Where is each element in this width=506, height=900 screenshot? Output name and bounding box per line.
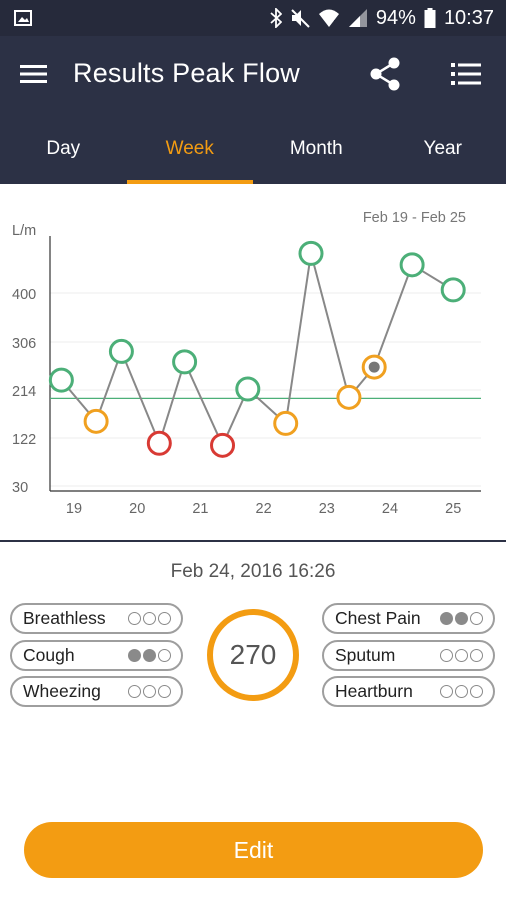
symptom-wheezing[interactable]: Wheezing [10,676,183,707]
severity-dot-empty [158,649,171,662]
divider [0,540,506,542]
share-icon[interactable] [368,56,402,92]
status-bar: 94% 10:37 [0,0,506,36]
data-point [440,277,466,303]
tab-day[interactable]: Day [46,138,81,159]
severity-dots [128,649,171,662]
status-time: 10:37 [443,6,494,29]
reading-value-circle: 270 [207,609,299,701]
data-point [172,349,198,375]
data-point [108,338,134,364]
y-axis-label: L/m [12,223,36,239]
page-title: Results Peak Flow [73,58,300,88]
symptom-label: Chest Pain [335,608,421,628]
symptom-label: Breathless [23,608,106,628]
severity-dot-empty [455,685,468,698]
severity-dot-empty [470,685,483,698]
symptom-sputum[interactable]: Sputum [322,640,495,671]
severity-dot-empty [143,612,156,625]
data-point [298,240,324,266]
symptom-label: Sputum [335,645,396,665]
severity-dot-empty [455,649,468,662]
x-tick-label: 20 [129,501,145,517]
severity-dots [440,612,483,625]
data-point [48,367,74,393]
x-tick-label: 23 [319,501,335,517]
symptom-cough[interactable]: Cough [10,640,183,671]
period-tabs: Day Week Month Year [0,114,506,184]
chart-canvas: Feb 19 - Feb 25 L/m 400 306 214 122 30 19 20 21 22… [12,210,481,517]
data-point [336,384,362,410]
status-icons: 94% 10:37 [270,0,494,36]
severity-dot-empty [158,685,171,698]
app-bar: Results Peak Flow [0,36,506,114]
data-point [273,410,299,436]
symptom-label: Heartburn [335,681,413,701]
severity-dot-empty [128,685,141,698]
symptom-heartburn[interactable]: Heartburn [322,676,495,707]
x-tick-label: 21 [192,501,208,517]
symptom-breathless[interactable]: Breathless [10,603,183,634]
symptom-label: Wheezing [23,681,101,701]
severity-dot-empty [440,649,453,662]
image-icon [14,10,32,26]
x-tick-label: 24 [382,501,398,517]
severity-dot-filled [128,649,141,662]
severity-dots [128,612,171,625]
wifi-icon [318,9,339,28]
severity-dot-empty [158,612,171,625]
severity-dot-filled [143,649,156,662]
tab-year[interactable]: Year [423,138,462,159]
severity-dot-filled [455,612,468,625]
y-tick-label: 306 [12,336,36,352]
severity-dot-empty [440,685,453,698]
symptom-chest-pain[interactable]: Chest Pain [322,603,495,634]
edit-button[interactable]: Edit [24,822,483,878]
tab-week[interactable]: Week [126,114,254,184]
severity-dot-empty [470,649,483,662]
battery-percent: 94% [375,6,416,29]
list-icon[interactable] [451,63,481,85]
y-tick-label: 400 [12,287,36,303]
y-tick-label: 214 [12,384,36,400]
x-tick-label: 22 [256,501,272,517]
peak-flow-chart: Feb 19 - Feb 25 L/m 400 306 214 122 30 19 20 21 22… [0,184,506,540]
bluetooth-icon [270,8,282,28]
data-point [83,408,109,434]
x-tick-label: 25 [445,501,461,517]
y-tick-label: 30 [12,480,28,496]
data-point [399,252,425,278]
severity-dots [440,649,483,662]
signal-icon [348,9,367,27]
severity-dots [440,685,483,698]
data-point [235,376,261,402]
severity-dot-empty [128,612,141,625]
data-point [146,430,172,456]
battery-icon [424,8,436,28]
y-tick-label: 122 [12,432,36,448]
reading-datetime: Feb 24, 2016 16:26 [170,561,336,582]
severity-dots [128,685,171,698]
x-tick-label: 19 [66,501,82,517]
chart-date-range: Feb 19 - Feb 25 [363,210,466,226]
severity-dot-filled [440,612,453,625]
menu-icon[interactable] [20,64,47,84]
symptom-label: Cough [23,645,75,665]
tab-month[interactable]: Month [289,138,343,159]
data-point [210,432,236,458]
mute-icon [291,9,310,28]
selected-point-marker [368,361,380,373]
severity-dot-empty [470,612,483,625]
severity-dot-empty [143,685,156,698]
